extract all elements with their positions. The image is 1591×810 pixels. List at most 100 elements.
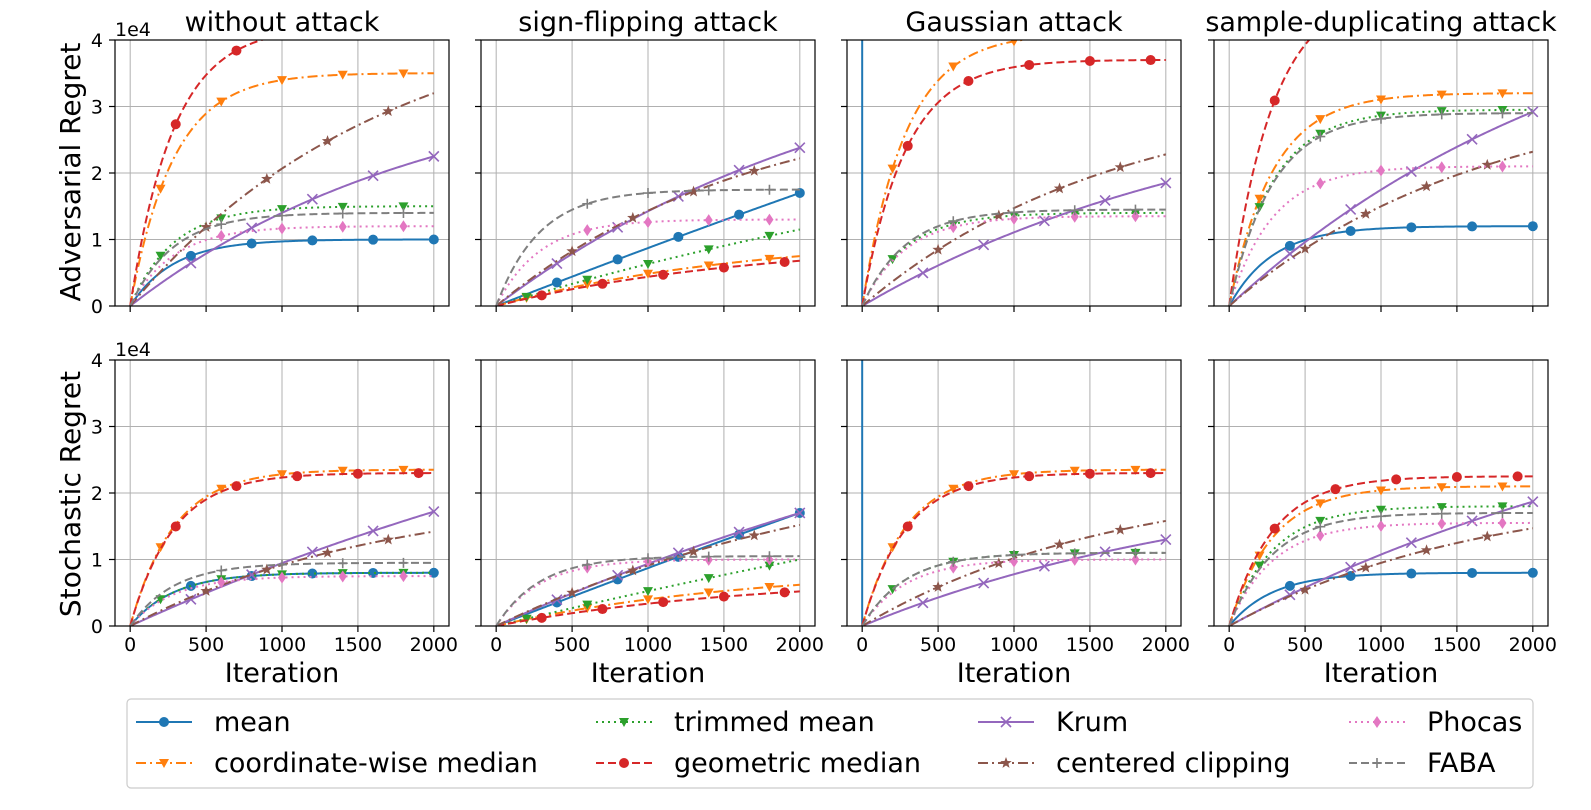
legend-label: geometric median bbox=[674, 748, 921, 779]
series-line-mean bbox=[495, 192, 801, 306]
point-mean bbox=[1406, 568, 1417, 579]
point-faba bbox=[1009, 207, 1019, 218]
point-faba bbox=[1069, 205, 1080, 216]
series-line-krum bbox=[1228, 110, 1534, 306]
point-trimmed-mean bbox=[155, 251, 166, 261]
panel-title: Gaussian attack bbox=[905, 7, 1123, 38]
point-trimmed-mean bbox=[582, 275, 593, 285]
point-phocas bbox=[1498, 517, 1507, 530]
x-tick-label: 1500 bbox=[700, 634, 748, 656]
point-trimmed-mean bbox=[764, 561, 775, 571]
point-mean bbox=[1467, 221, 1478, 232]
series-line-coordinate-wise-median bbox=[1228, 92, 1533, 306]
point-phocas bbox=[704, 214, 713, 227]
legend-entry-mean: mean bbox=[136, 707, 291, 738]
point-krum bbox=[1160, 177, 1172, 189]
y-exponent-label: 1e4 bbox=[115, 339, 151, 361]
point-krum bbox=[428, 150, 440, 162]
point-mean bbox=[246, 238, 257, 249]
point-geometric-median bbox=[1084, 56, 1095, 67]
point-geometric-median bbox=[902, 140, 913, 151]
point-centered-clipping bbox=[1299, 583, 1311, 595]
series-line-coordinate-wise-median bbox=[861, 468, 1166, 626]
point-krum bbox=[428, 506, 440, 518]
point-krum bbox=[733, 526, 745, 538]
series-line-centered-clipping bbox=[129, 92, 435, 306]
legend-marker-faba bbox=[1372, 758, 1382, 768]
point-coordinate-wise-median bbox=[1130, 465, 1141, 475]
legend-label: Phocas bbox=[1427, 707, 1522, 738]
point-phocas bbox=[278, 571, 286, 584]
legend-marker-coordinate-wise-median bbox=[159, 759, 169, 768]
y-tick-label: 0 bbox=[91, 296, 103, 318]
series-group bbox=[129, 465, 440, 626]
point-faba bbox=[1069, 548, 1080, 559]
panel-1: 0 1 2 3 4 1e4 without attack bbox=[91, 7, 450, 318]
point-trimmed-mean bbox=[582, 600, 593, 610]
point-geometric-median bbox=[1084, 468, 1095, 479]
point-coordinate-wise-median bbox=[582, 280, 593, 290]
row-label-adversarial: Adversarial Regret bbox=[54, 43, 87, 302]
point-krum bbox=[1527, 106, 1539, 118]
panel-6: 0 500 1000 1500 2000 Iteration bbox=[475, 359, 824, 689]
point-mean bbox=[1345, 225, 1356, 236]
point-faba bbox=[216, 219, 227, 230]
legend-marker-trimmed-mean bbox=[619, 718, 629, 727]
legend-entry-faba: FABA bbox=[1349, 748, 1496, 779]
point-krum bbox=[246, 222, 258, 234]
series-line-krum bbox=[495, 146, 801, 306]
point-geometric-median bbox=[1391, 474, 1402, 485]
y-tick-label: 4 bbox=[91, 30, 103, 52]
point-coordinate-wise-median bbox=[337, 70, 348, 80]
point-faba bbox=[1376, 511, 1386, 522]
point-krum bbox=[1527, 496, 1539, 508]
point-geometric-median bbox=[292, 471, 303, 482]
point-geometric-median bbox=[597, 278, 608, 289]
point-geometric-median bbox=[170, 119, 181, 130]
point-faba bbox=[1315, 131, 1326, 142]
point-krum bbox=[612, 569, 624, 581]
point-centered-clipping bbox=[993, 209, 1005, 221]
point-mean bbox=[1467, 567, 1478, 578]
series-line-geometric-median bbox=[495, 590, 800, 626]
point-krum bbox=[794, 142, 806, 154]
legend-entry-krum: Krum bbox=[978, 707, 1128, 738]
point-mean bbox=[307, 235, 318, 246]
point-trimmed-mean bbox=[1254, 561, 1265, 571]
point-phocas bbox=[1010, 212, 1018, 225]
point-trimmed-mean bbox=[521, 292, 532, 302]
series-group bbox=[1228, 471, 1539, 626]
point-coordinate-wise-median bbox=[1315, 499, 1326, 509]
point-mean bbox=[368, 234, 379, 245]
point-geometric-median bbox=[1269, 523, 1280, 534]
panel-3: Gaussian attack bbox=[841, 7, 1182, 312]
series-line-geometric-median bbox=[129, 40, 265, 306]
point-phocas bbox=[1070, 210, 1079, 223]
x-tick-label: 1000 bbox=[990, 634, 1038, 656]
series-group bbox=[495, 142, 806, 306]
point-faba bbox=[582, 559, 593, 570]
y-tick-label: 3 bbox=[91, 417, 103, 439]
legend: mean trimmed mean Krum Phocas coordinate-wis… bbox=[126, 698, 1534, 789]
point-mean bbox=[673, 231, 684, 242]
point-coordinate-wise-median bbox=[398, 69, 409, 79]
y-tick-label: 2 bbox=[91, 483, 103, 505]
point-faba bbox=[1130, 547, 1141, 558]
point-trimmed-mean bbox=[337, 202, 348, 212]
point-mean bbox=[1527, 221, 1538, 232]
point-phocas bbox=[1437, 161, 1446, 174]
panel-7: 0 500 1000 1500 2000 Iteration bbox=[841, 359, 1190, 689]
point-centered-clipping bbox=[566, 245, 578, 257]
x-tick-label: 1000 bbox=[624, 634, 672, 656]
series-line-trimmed-mean bbox=[495, 558, 801, 626]
point-krum bbox=[551, 257, 563, 270]
x-axis-label: Iteration bbox=[1324, 658, 1439, 689]
point-coordinate-wise-median bbox=[764, 583, 775, 593]
point-krum bbox=[1099, 194, 1111, 206]
point-faba bbox=[216, 565, 227, 576]
point-geometric-median bbox=[963, 75, 974, 86]
point-centered-clipping bbox=[321, 135, 334, 146]
legend-marker-centered-clipping bbox=[1000, 757, 1012, 768]
panel-title: sample-duplicating attack bbox=[1205, 7, 1557, 38]
point-krum bbox=[733, 164, 745, 176]
